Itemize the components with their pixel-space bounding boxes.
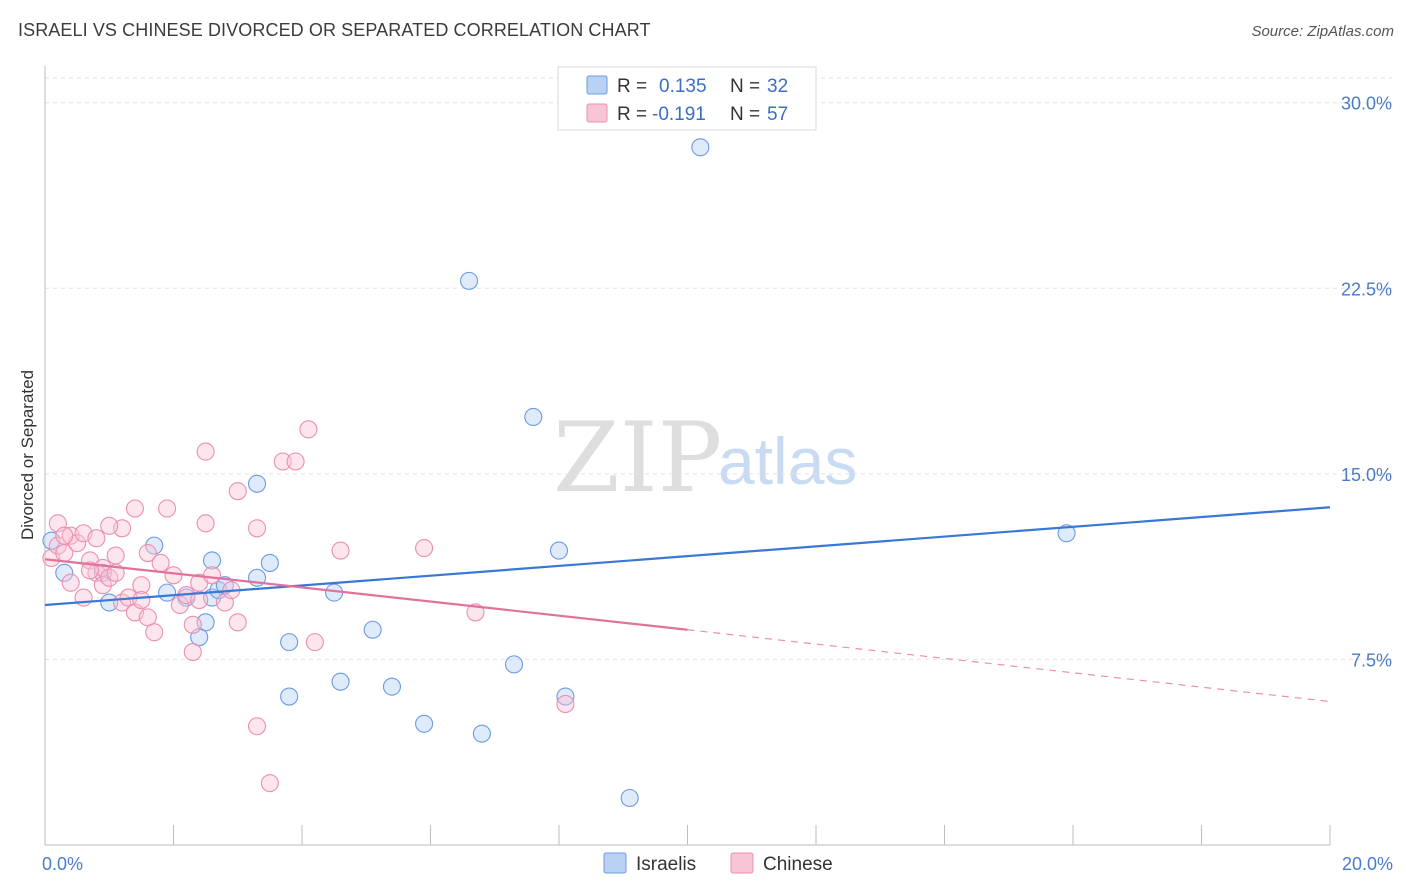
point-chinese (80, 561, 100, 580)
point-israelis (504, 655, 524, 674)
watermark-zip: ZIP (553, 402, 722, 514)
point-chinese (286, 452, 305, 471)
point-israelis (549, 541, 569, 560)
legend-r-label-israelis: R = (617, 76, 647, 97)
legend-r-value-chinese: -0.191 (652, 104, 706, 125)
legend-r-value-israelis: 0.135 (659, 76, 707, 97)
legend-n-label-chinese: N = (730, 104, 760, 125)
point-chinese (151, 553, 170, 572)
y-tick-label: 7.5% (1351, 650, 1392, 670)
trend-line-chinese (44, 558, 688, 631)
point-chinese (183, 615, 202, 634)
point-chinese (556, 694, 575, 714)
x-tick-labels: 0.0% 20.0% (42, 854, 1393, 874)
bottom-legend-label-chinese: Chinese (763, 854, 833, 875)
point-chinese (87, 529, 106, 548)
point-chinese (106, 563, 125, 582)
point-chinese (466, 603, 485, 622)
point-israelis (145, 536, 164, 555)
legend-n-value-israelis: 32 (767, 76, 788, 97)
bottom-legend-label-israelis: Israelis (636, 854, 696, 875)
point-chinese (164, 566, 183, 585)
point-chinese (138, 543, 157, 563)
point-chinese (106, 546, 125, 565)
watermark-atlas: atlas (718, 424, 857, 498)
y-tick-label: 30.0% (1341, 94, 1392, 114)
trend-lines (44, 506, 1331, 703)
point-chinese (170, 595, 189, 615)
axes (44, 66, 1331, 846)
point-chinese (196, 514, 215, 533)
point-israelis (691, 138, 710, 157)
point-chinese (247, 519, 267, 538)
point-chinese (299, 420, 318, 439)
legend-swatch-chinese (586, 103, 608, 123)
y-tick-labels: 7.5% 15.0% 22.5% 30.0% (1341, 94, 1392, 671)
y-axis-title: Divorced or Separated (18, 370, 37, 540)
y-tick-label: 15.0% (1341, 465, 1392, 485)
point-chinese (158, 499, 177, 518)
point-chinese (100, 516, 119, 535)
point-israelis (247, 474, 267, 493)
point-chinese (196, 442, 215, 461)
point-chinese (228, 482, 247, 501)
chart-title: ISRAELI VS CHINESE DIVORCED OR SEPARATED… (18, 20, 651, 40)
point-israelis (620, 788, 639, 808)
point-israelis (55, 563, 74, 582)
source-label: Source: ZipAtlas.com (1251, 23, 1394, 40)
legend-n-label-israelis: N = (730, 76, 760, 97)
x-tick-label: 20.0% (1342, 854, 1393, 874)
point-chinese (48, 536, 67, 555)
point-chinese (228, 613, 247, 632)
point-chinese (145, 623, 164, 642)
point-chinese (247, 717, 267, 736)
data-points (42, 138, 1076, 808)
trend-line-chinese-extrapolated (687, 629, 1331, 703)
point-chinese (61, 573, 80, 592)
point-israelis (280, 687, 299, 706)
point-chinese (183, 642, 202, 662)
point-israelis (331, 672, 350, 691)
series-legend: Israelis Chinese (603, 852, 833, 875)
point-chinese (331, 541, 350, 560)
legend-swatch-israelis (586, 75, 608, 95)
x-tick-label: 0.0% (42, 854, 83, 874)
point-israelis (363, 620, 382, 639)
trend-line-israelis (44, 506, 1331, 607)
point-israelis (556, 687, 575, 706)
point-chinese (125, 499, 144, 518)
y-tick-label: 22.5% (1341, 279, 1392, 299)
point-israelis (524, 407, 543, 427)
stats-legend: R = 0.135 N = 32 R = -0.191 N = 57 (557, 66, 817, 131)
bottom-legend-swatch-chinese (730, 852, 754, 874)
point-chinese (305, 633, 324, 652)
point-israelis (280, 633, 299, 652)
point-israelis (158, 583, 177, 602)
point-chinese (273, 452, 292, 471)
point-israelis (203, 551, 222, 570)
legend-n-value-chinese: 57 (767, 104, 788, 125)
point-israelis (382, 677, 402, 696)
point-chinese (190, 591, 209, 610)
point-israelis (100, 593, 119, 612)
grid-lines (45, 77, 1392, 660)
point-israelis (1057, 524, 1076, 543)
bottom-legend-swatch-israelis (603, 852, 627, 874)
point-chinese (415, 539, 434, 558)
point-chinese (55, 526, 74, 545)
point-israelis (260, 553, 279, 572)
point-israelis (459, 271, 479, 290)
point-israelis (472, 724, 491, 743)
point-chinese (132, 591, 151, 610)
point-chinese (203, 566, 222, 585)
legend-r-label-chinese: R = (617, 104, 647, 125)
point-israelis (415, 714, 434, 733)
point-chinese (260, 774, 279, 793)
point-chinese (93, 576, 112, 595)
point-chinese (132, 576, 151, 595)
